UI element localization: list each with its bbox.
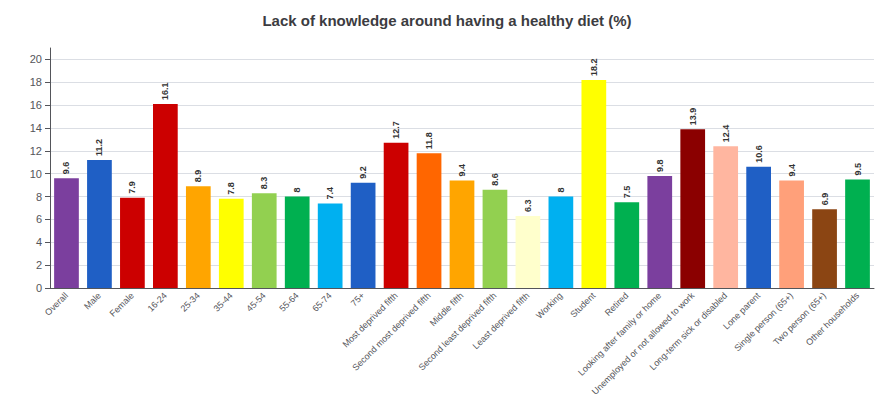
svg-text:8.6: 8.6 [490,173,500,186]
svg-text:8: 8 [292,188,302,193]
svg-text:10.6: 10.6 [754,145,764,163]
svg-text:8: 8 [556,188,566,193]
svg-text:Second least deprived fifth: Second least deprived fifth [416,290,499,373]
svg-text:9.5: 9.5 [853,163,863,176]
svg-text:75+: 75+ [349,290,367,308]
svg-text:Other households: Other households [804,290,862,348]
svg-text:Female: Female [108,290,136,318]
svg-text:9.2: 9.2 [358,166,368,179]
svg-text:Middle fifth: Middle fifth [427,290,466,329]
svg-text:7.9: 7.9 [127,181,137,194]
svg-text:Least deprived fifth: Least deprived fifth [471,290,532,351]
svg-text:11.2: 11.2 [94,139,104,156]
svg-text:16.1: 16.1 [160,82,170,100]
svg-text:Overall: Overall [43,290,70,317]
svg-text:12: 12 [30,145,42,157]
svg-text:11.8: 11.8 [424,132,434,149]
svg-text:16: 16 [30,99,42,111]
svg-text:55-64: 55-64 [277,290,300,313]
svg-text:65-74: 65-74 [310,290,333,313]
svg-text:Two person (65+): Two person (65+) [771,290,829,348]
svg-text:6: 6 [36,213,42,225]
svg-text:8.3: 8.3 [259,177,269,190]
svg-text:8.9: 8.9 [193,170,203,183]
svg-text:6.3: 6.3 [523,199,533,212]
svg-text:9.4: 9.4 [457,164,467,177]
svg-text:Long-term sick or disabled: Long-term sick or disabled [648,290,730,372]
svg-text:Male: Male [82,290,103,311]
svg-text:6.9: 6.9 [820,193,830,206]
svg-text:9.6: 9.6 [61,162,71,175]
svg-text:8: 8 [36,191,42,203]
svg-text:7.4: 7.4 [325,187,335,200]
svg-text:20: 20 [30,53,42,65]
svg-text:14: 14 [30,122,42,134]
svg-text:12.4: 12.4 [721,125,731,143]
svg-text:2: 2 [36,259,42,271]
svg-text:10: 10 [30,168,42,180]
svg-text:4: 4 [36,236,42,248]
svg-text:Second most deprived fifth: Second most deprived fifth [350,290,433,373]
svg-text:7.5: 7.5 [622,186,632,199]
svg-text:0: 0 [36,282,42,294]
svg-text:Looking after family or home: Looking after family or home [576,290,664,378]
svg-text:9.4: 9.4 [787,164,797,177]
svg-text:Retired: Retired [603,290,631,318]
svg-text:Lone parent: Lone parent [721,290,763,332]
svg-text:45-54: 45-54 [244,290,267,313]
svg-text:Student: Student [568,290,597,319]
svg-text:Unemployed or not allowed to w: Unemployed or not allowed to work [589,290,697,397]
svg-text:35-44: 35-44 [211,290,234,313]
svg-text:13.9: 13.9 [688,108,698,126]
svg-text:Lack of knowledge around havin: Lack of knowledge around having a health… [262,12,631,29]
svg-text:25-34: 25-34 [179,290,202,313]
svg-text:12.7: 12.7 [391,121,401,139]
svg-text:18.2: 18.2 [589,58,599,76]
svg-text:Single person (65+): Single person (65+) [732,290,795,353]
svg-text:18: 18 [30,76,42,88]
svg-text:9.8: 9.8 [655,159,665,172]
svg-text:7.8: 7.8 [226,182,236,195]
svg-text:16-24: 16-24 [146,290,169,313]
svg-text:Working: Working [534,290,564,320]
svg-text:Most deprived fifth: Most deprived fifth [341,290,400,349]
